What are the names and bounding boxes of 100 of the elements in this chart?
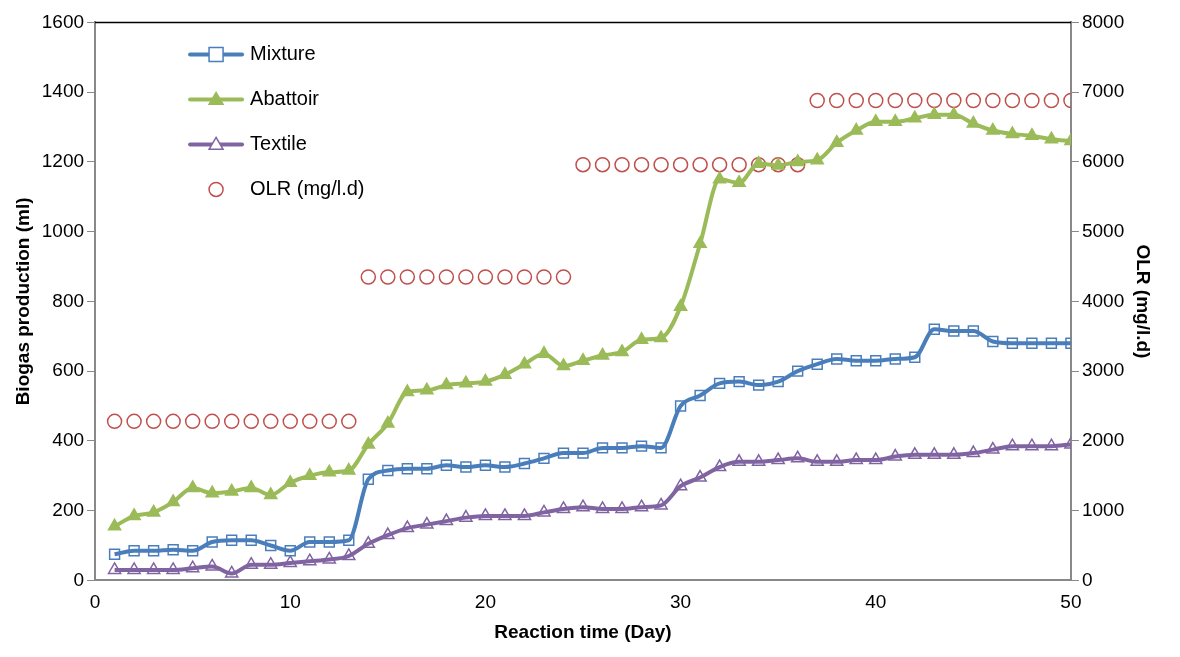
point — [302, 468, 317, 481]
point — [673, 478, 688, 491]
point — [556, 501, 571, 514]
point — [1024, 92, 1040, 109]
point — [828, 92, 845, 109]
point — [516, 269, 533, 285]
point — [478, 508, 493, 521]
point — [674, 400, 687, 412]
y-tick-label: 1000 — [41, 219, 85, 241]
point — [536, 269, 552, 285]
y-tick-label: 1200 — [41, 150, 85, 172]
y2-tick-label: 6000 — [1081, 150, 1125, 172]
point — [693, 236, 707, 249]
point — [302, 553, 317, 566]
point — [361, 436, 376, 449]
point — [888, 448, 903, 461]
point — [263, 556, 278, 569]
point — [1005, 438, 1020, 451]
point — [634, 332, 649, 345]
point — [205, 485, 219, 498]
point — [654, 497, 668, 510]
point — [1025, 438, 1039, 451]
point — [576, 499, 590, 512]
point — [654, 330, 668, 343]
point — [283, 475, 298, 487]
point — [694, 389, 706, 402]
y2-tick-label: 5000 — [1081, 219, 1125, 241]
y-tick-label: 800 — [52, 289, 85, 311]
point — [204, 413, 220, 430]
point — [127, 562, 141, 575]
point — [868, 114, 883, 127]
point — [615, 501, 629, 514]
point — [635, 440, 648, 452]
point — [106, 413, 123, 430]
point — [146, 562, 161, 575]
point — [399, 269, 416, 285]
point — [459, 375, 473, 388]
point — [771, 452, 785, 465]
y2-tick-label: 2000 — [1081, 429, 1125, 451]
point — [167, 544, 179, 556]
point — [615, 344, 629, 357]
point — [633, 156, 650, 173]
point — [907, 92, 923, 109]
point — [829, 454, 844, 467]
point — [381, 527, 395, 540]
point — [868, 452, 883, 465]
point — [245, 534, 257, 546]
point — [537, 345, 551, 358]
point — [926, 92, 943, 109]
point — [361, 536, 376, 549]
point — [439, 513, 454, 526]
point — [265, 539, 277, 552]
legend-label: Mixture — [250, 41, 316, 64]
point — [225, 534, 238, 546]
point — [321, 413, 338, 430]
point — [595, 347, 610, 360]
point — [184, 413, 201, 430]
point — [732, 175, 746, 188]
point — [518, 457, 531, 470]
point — [126, 413, 142, 430]
point — [498, 508, 512, 521]
point — [712, 171, 727, 184]
point — [147, 545, 160, 557]
y-tick-label: 400 — [52, 429, 85, 451]
point — [458, 269, 474, 285]
point — [555, 269, 572, 285]
point — [556, 358, 571, 371]
point — [304, 536, 316, 548]
point — [986, 122, 1000, 135]
point — [205, 558, 219, 571]
point — [927, 447, 942, 460]
point — [439, 377, 454, 390]
point — [889, 353, 901, 365]
point — [711, 156, 728, 173]
point — [108, 548, 121, 560]
point — [693, 469, 707, 482]
point — [244, 556, 259, 569]
point — [186, 545, 199, 557]
point — [577, 447, 589, 459]
point — [322, 551, 337, 564]
point — [849, 452, 864, 465]
point — [985, 92, 1001, 109]
point — [460, 461, 472, 473]
point — [731, 156, 747, 173]
point — [166, 494, 180, 507]
point — [909, 351, 921, 363]
point — [831, 353, 843, 365]
point — [772, 375, 784, 388]
y-tick-label: 600 — [52, 359, 85, 381]
point — [400, 384, 415, 397]
point — [302, 413, 318, 430]
point — [986, 441, 1000, 454]
point — [790, 154, 805, 167]
point — [263, 487, 278, 500]
point — [538, 452, 550, 465]
point — [791, 365, 804, 377]
y-tick-label: 1400 — [41, 80, 85, 102]
point — [557, 447, 570, 459]
point — [262, 413, 279, 430]
point — [868, 92, 884, 109]
